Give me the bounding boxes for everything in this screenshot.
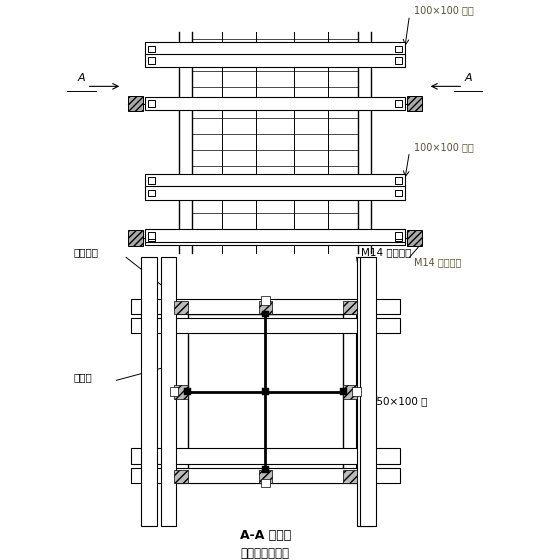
Text: M14 对拉螺栓: M14 对拉螺栓 — [414, 257, 462, 267]
Bar — [148, 235, 155, 241]
Text: A-A 剖面图: A-A 剖面图 — [240, 529, 291, 543]
Bar — [145, 231, 405, 245]
Text: 100×100 万木: 100×100 万木 — [414, 6, 474, 16]
Bar — [343, 301, 357, 314]
Bar — [174, 470, 188, 483]
Bar — [352, 388, 361, 396]
Bar — [170, 388, 178, 396]
Text: A: A — [78, 72, 86, 82]
Bar — [142, 258, 157, 526]
Bar — [145, 97, 405, 110]
Bar — [145, 42, 405, 55]
Bar — [148, 232, 155, 239]
Bar — [131, 298, 400, 314]
Bar — [357, 258, 372, 526]
Bar — [395, 232, 402, 239]
Bar — [395, 57, 402, 64]
Bar — [340, 389, 346, 395]
Bar — [145, 174, 405, 187]
Bar — [261, 296, 270, 305]
Bar — [131, 449, 400, 464]
Bar — [261, 479, 270, 487]
Bar — [361, 258, 376, 526]
Bar — [148, 177, 155, 184]
Bar — [148, 45, 155, 52]
Text: 胶合板: 胶合板 — [73, 372, 92, 382]
Text: 柱模安装示意图: 柱模安装示意图 — [241, 547, 290, 559]
Bar — [174, 301, 357, 483]
Bar — [395, 177, 402, 184]
Bar — [395, 235, 402, 241]
Text: 限位螺栓: 限位螺栓 — [73, 248, 98, 258]
Bar — [395, 45, 402, 52]
Bar — [395, 100, 402, 107]
Bar — [131, 318, 400, 333]
Text: A: A — [464, 72, 472, 82]
Bar — [131, 468, 400, 483]
Text: M14 对拉螺栓: M14 对拉螺栓 — [361, 248, 412, 258]
Text: 2×50×100 方: 2×50×100 方 — [361, 396, 428, 407]
Bar — [343, 385, 357, 399]
Bar — [174, 385, 188, 399]
Bar — [395, 190, 402, 197]
Bar — [148, 100, 155, 107]
Bar — [407, 230, 422, 246]
Bar — [184, 389, 191, 395]
Bar — [188, 314, 343, 470]
Bar — [343, 470, 357, 483]
Bar — [145, 54, 405, 67]
Bar — [262, 311, 269, 318]
Bar — [148, 190, 155, 197]
Bar — [174, 301, 188, 314]
Bar — [161, 258, 176, 526]
Bar — [262, 466, 269, 473]
Bar — [128, 96, 143, 111]
Bar — [262, 389, 269, 395]
Bar — [259, 301, 272, 314]
Bar — [407, 96, 422, 111]
Bar — [148, 57, 155, 64]
Text: 100×100 万木: 100×100 万木 — [414, 142, 474, 152]
Bar — [128, 230, 143, 246]
Bar — [145, 186, 405, 200]
Bar — [145, 228, 405, 242]
Bar — [259, 470, 272, 483]
